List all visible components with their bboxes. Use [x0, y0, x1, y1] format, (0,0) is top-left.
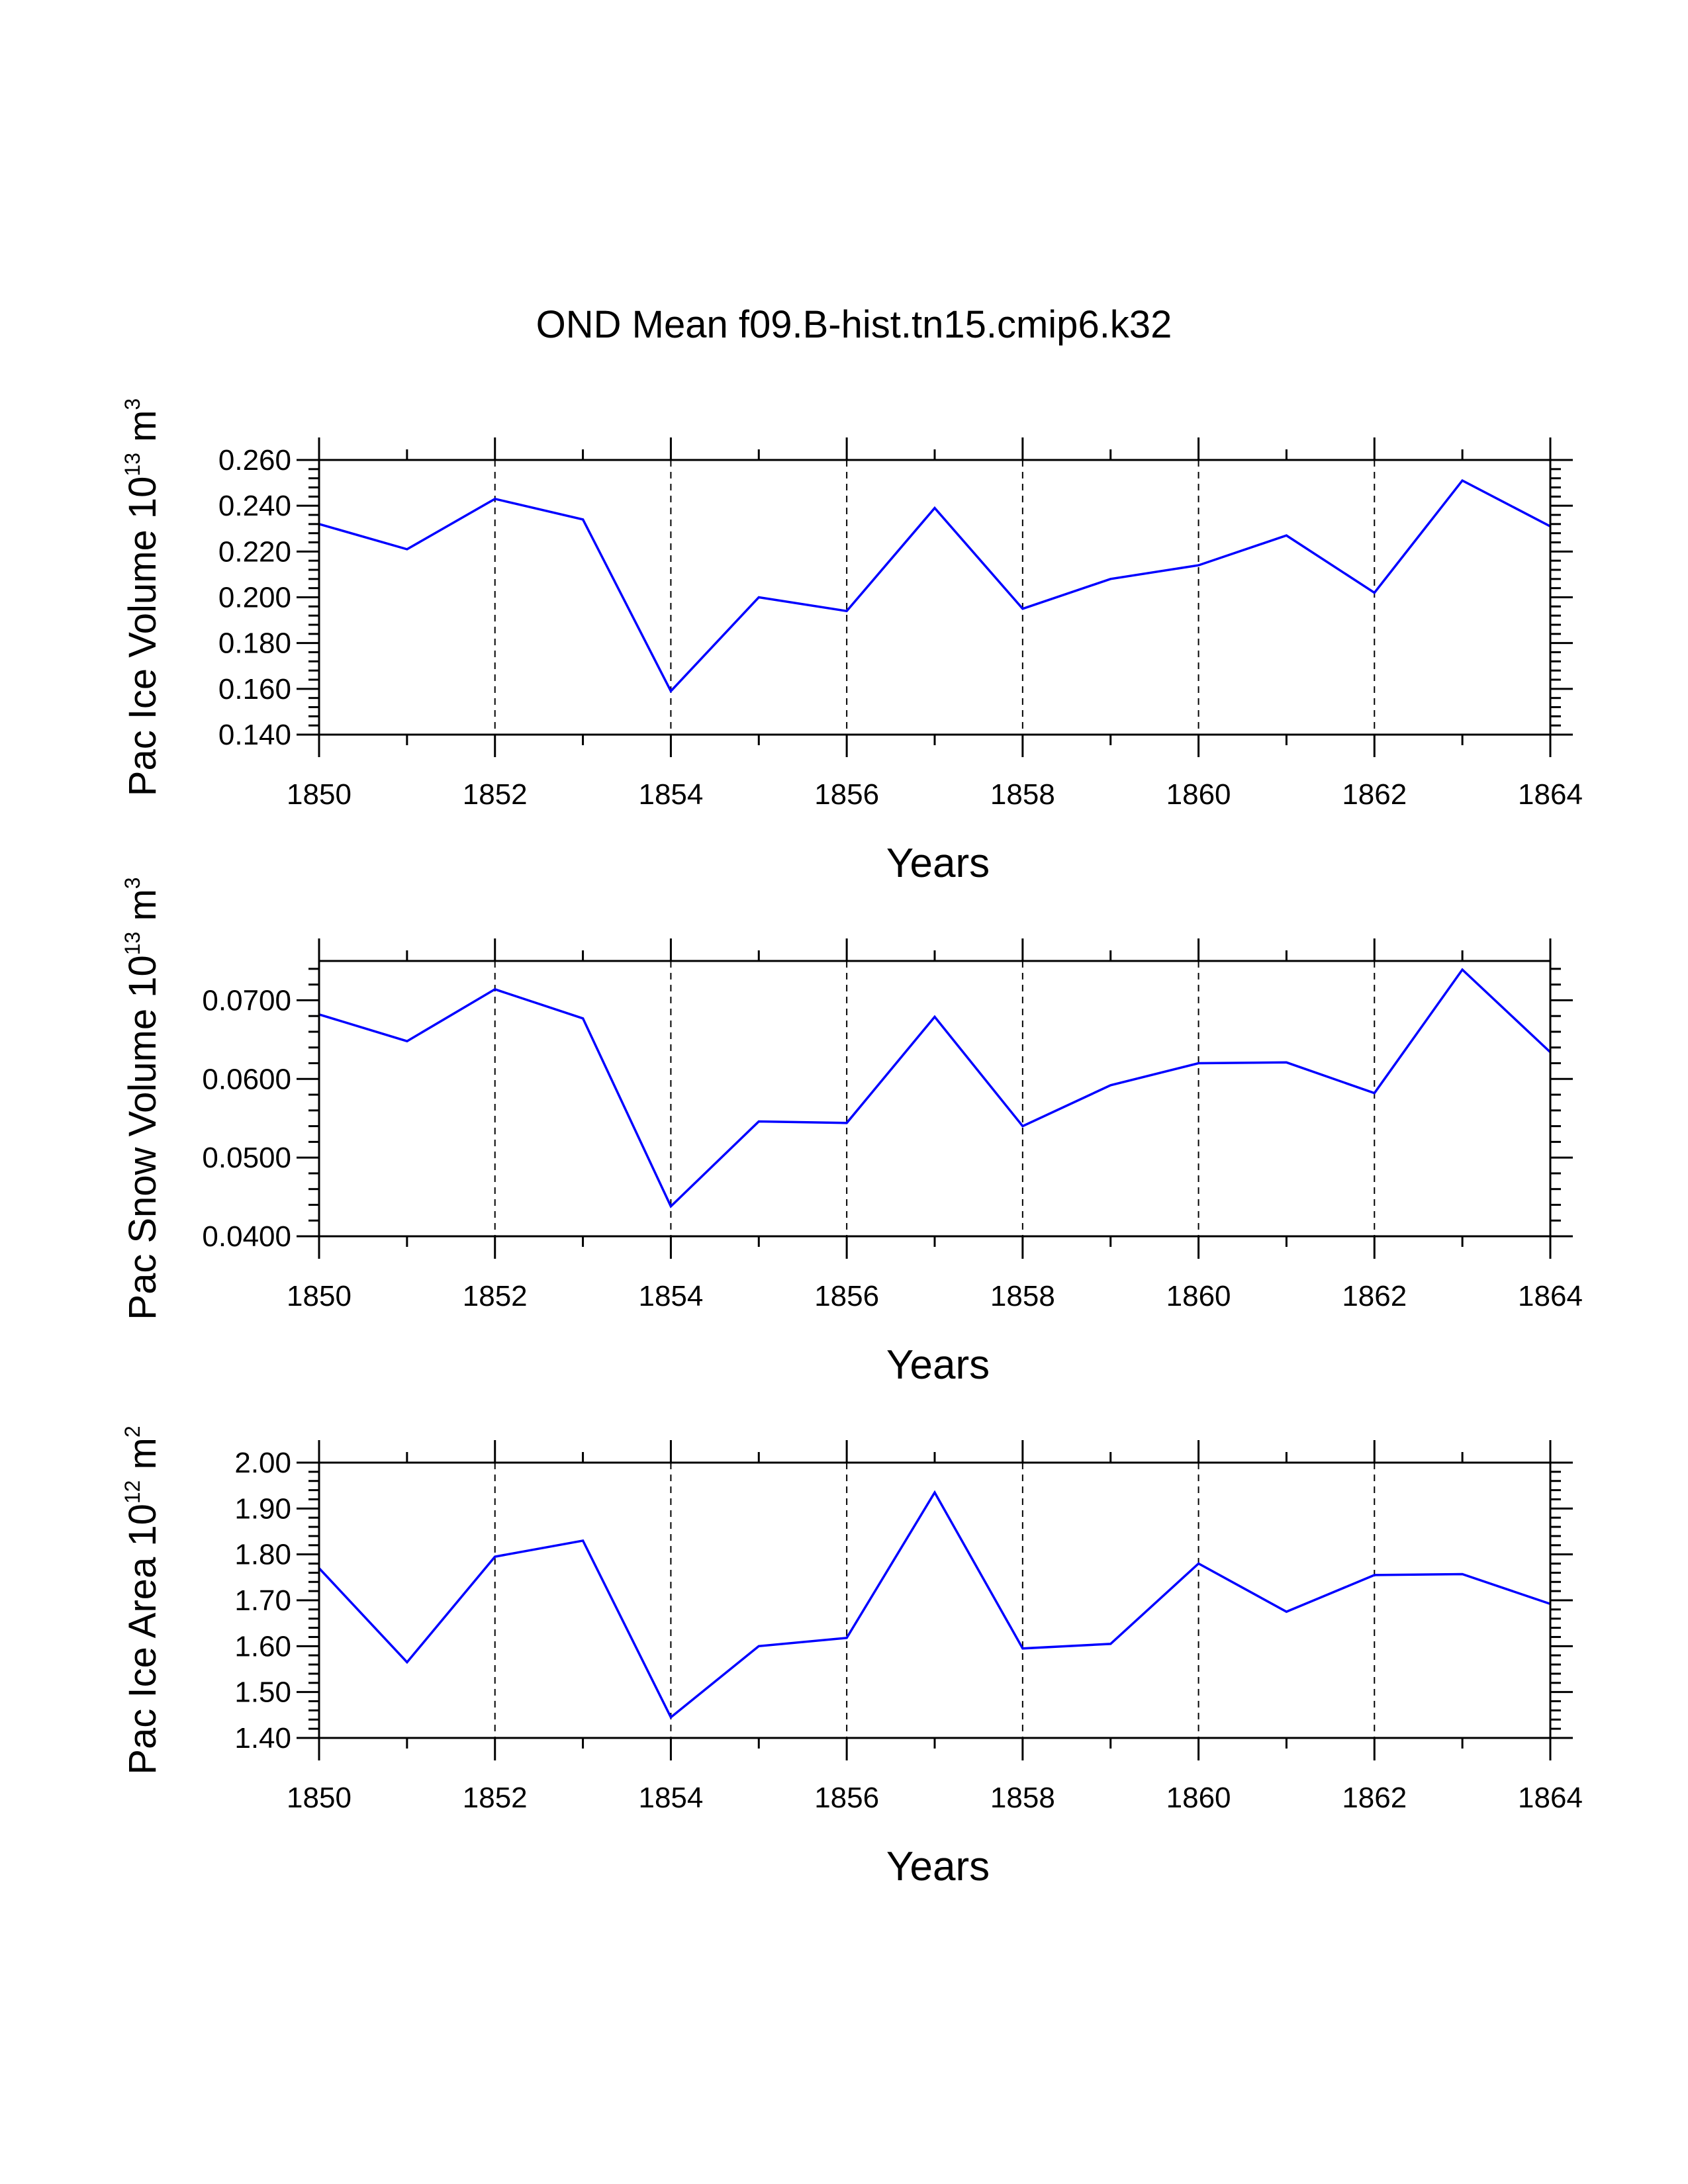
y-tick-label: 1.90: [234, 1492, 291, 1525]
x-tick-label: 1852: [463, 1782, 528, 1814]
y-axis-label-superscript: 3: [120, 877, 144, 889]
series-line: [318, 478, 1551, 694]
y-axis-label: Pac Ice Volume 1013 m3: [120, 398, 164, 796]
y-axis-label: Pac Ice Area 1012 m2: [120, 1426, 164, 1774]
y-tick-label: 1.60: [234, 1630, 291, 1662]
y-axis-label-superscript: 12: [120, 1480, 144, 1504]
y-tick-label: 1.80: [234, 1539, 291, 1571]
x-tick-label: 1850: [287, 1782, 352, 1814]
chart-panel-1: 0.140 0.160 0.180 0.200 0.220 0.240 0.260 1850 1…: [120, 398, 1583, 886]
y-axis-label-part: Pac Ice Volume 10: [121, 477, 164, 797]
x-tick-label: 1854: [638, 778, 703, 811]
x-axis-label: Years: [886, 1342, 990, 1388]
y-axis-label-part: m: [121, 410, 164, 453]
y-tick-label: 0.240: [218, 490, 291, 522]
x-tick-label: 1864: [1518, 778, 1583, 811]
series-line: [318, 968, 1552, 1208]
y-axis-label-superscript: 3: [120, 398, 144, 410]
y-axis-label-part: m: [121, 889, 164, 931]
x-tick-label: 1850: [287, 778, 352, 811]
y-tick-label: 0.0400: [202, 1220, 291, 1253]
y-axis-label-part: Pac Ice Area 10: [121, 1504, 164, 1774]
y-tick-label: 0.220: [218, 535, 291, 568]
figure-title: OND Mean f09.B-hist.tn15.cmip6.k32: [536, 303, 1172, 346]
x-tick-label: 1854: [638, 1280, 703, 1312]
x-tick-label: 1864: [1518, 1280, 1583, 1312]
y-tick-label: 0.200: [218, 582, 291, 614]
x-tick-label: 1854: [638, 1782, 703, 1814]
x-tick-label: 1864: [1518, 1782, 1583, 1814]
x-tick-label: 1860: [1166, 1782, 1231, 1814]
x-tick-label: 1856: [814, 778, 879, 811]
x-tick-label: 1852: [463, 778, 528, 811]
y-tick-label: 0.0600: [202, 1063, 291, 1095]
y-tick-label: 0.180: [218, 627, 291, 660]
chart-panel-3: 1.40 1.50 1.60 1.70 1.80 1.90 2.00 1850 1852 1854…: [120, 1426, 1583, 1889]
y-axis-label-superscript: 2: [120, 1426, 144, 1437]
y-tick-label: 1.40: [234, 1722, 291, 1754]
plot-frame: [318, 1461, 1552, 1739]
y-axis-label-part: Pac Snow Volume 10: [121, 955, 164, 1320]
y-tick-label: 1.50: [234, 1676, 291, 1709]
x-tick-label: 1862: [1342, 1280, 1407, 1312]
x-tick-label: 1858: [990, 778, 1055, 811]
x-axis-label: Years: [886, 1844, 990, 1889]
x-tick-label: 1860: [1166, 1280, 1231, 1312]
x-tick-label: 1852: [463, 1280, 528, 1312]
y-axis-label-superscript: 13: [120, 453, 144, 477]
y-tick-label: 1.70: [234, 1584, 291, 1617]
y-tick-label: 0.260: [218, 444, 291, 477]
y-axis-label-superscript: 13: [120, 932, 144, 956]
x-tick-label: 1862: [1342, 1782, 1407, 1814]
y-tick-label: 0.0500: [202, 1142, 291, 1174]
y-axis-label: Pac Snow Volume 1013 m3: [120, 877, 164, 1320]
x-tick-label: 1862: [1342, 778, 1407, 811]
y-tick-label: 2.00: [234, 1447, 291, 1479]
x-tick-label: 1856: [814, 1280, 879, 1312]
y-axis-label-part: m: [121, 1437, 164, 1480]
x-tick-label: 1856: [814, 1782, 879, 1814]
y-tick-label: 0.0700: [202, 984, 291, 1017]
x-tick-label: 1858: [990, 1280, 1055, 1312]
series-line: [318, 1490, 1551, 1719]
x-axis-label: Years: [886, 841, 990, 886]
y-tick-label: 0.140: [218, 719, 291, 751]
plot-frame: [318, 960, 1552, 1238]
x-tick-label: 1860: [1166, 778, 1231, 811]
y-tick-label: 0.160: [218, 673, 291, 705]
x-tick-label: 1858: [990, 1782, 1055, 1814]
chart-panel-2: 0.0400 0.0500 0.0600 0.0700 1850 1852 1854 1856…: [120, 877, 1583, 1388]
x-tick-label: 1850: [287, 1280, 352, 1312]
